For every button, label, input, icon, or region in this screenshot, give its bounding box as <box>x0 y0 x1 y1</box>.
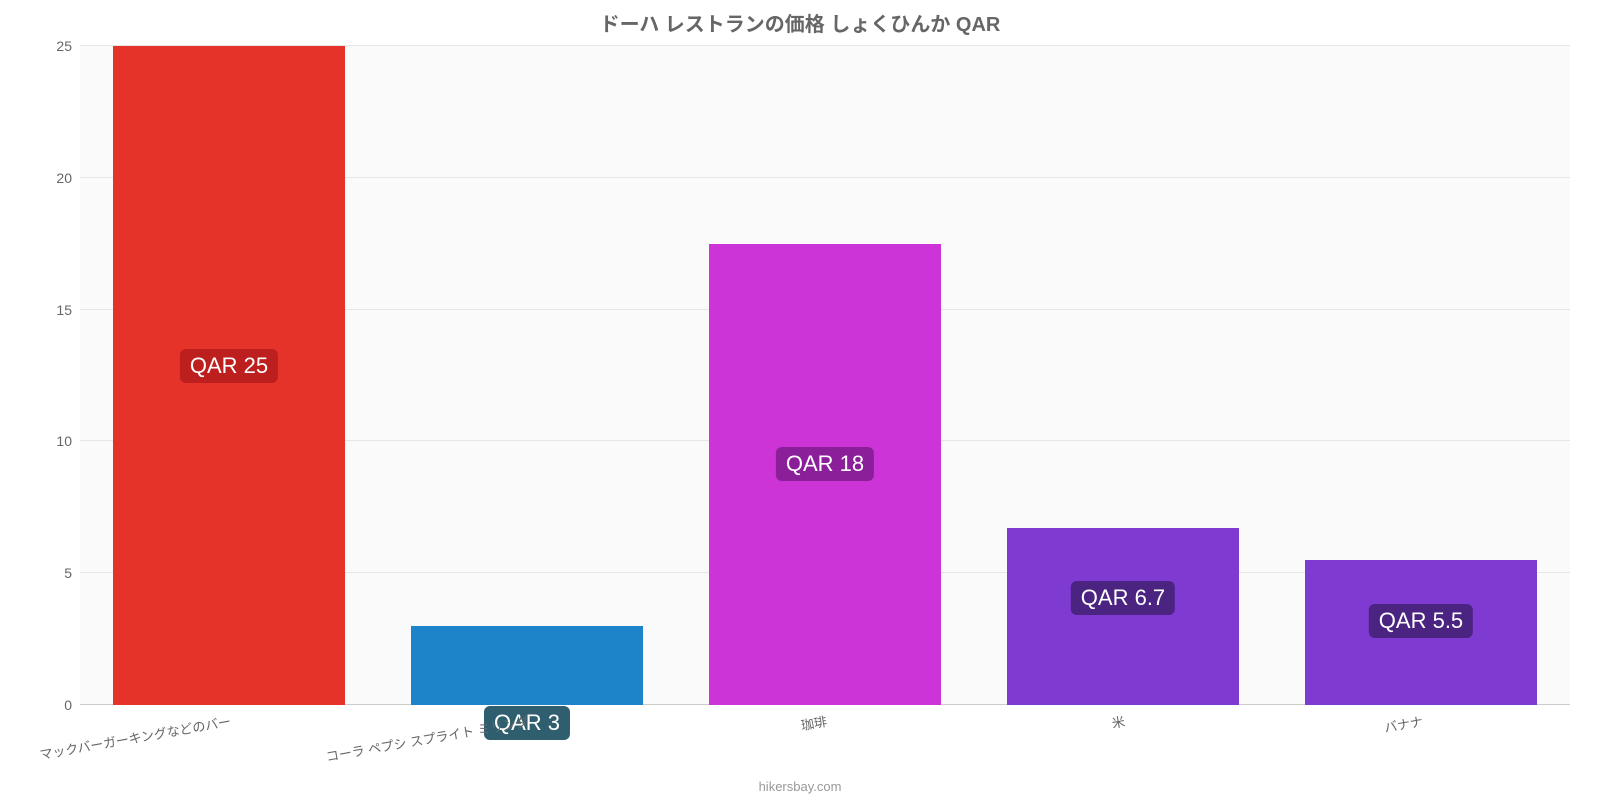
bar: QAR 18 <box>709 244 941 705</box>
chart-title: ドーハ レストランの価格 しょくひんか QAR <box>0 0 1600 37</box>
y-tick-label: 5 <box>64 565 80 581</box>
attribution-text: hikersbay.com <box>0 779 1600 794</box>
y-tick-label: 10 <box>56 433 80 449</box>
bar: QAR 25 <box>113 46 345 705</box>
bar-value-badge: QAR 25 <box>180 349 278 383</box>
x-tick-label: マックバーガーキングなどのバー <box>38 711 232 763</box>
y-tick-label: 15 <box>56 302 80 318</box>
bar: QAR 5.5 <box>1305 560 1537 705</box>
bar-value-badge: QAR 5.5 <box>1369 604 1473 638</box>
bar-value-badge: QAR 18 <box>776 447 874 481</box>
bar: QAR 6.7 <box>1007 528 1239 705</box>
chart-plot-area: 0510152025QAR 25マックバーガーキングなどのバーQAR 3コーラ … <box>80 45 1570 705</box>
y-tick-label: 25 <box>56 38 80 54</box>
x-tick-label: 米 <box>1110 711 1126 732</box>
bar: QAR 3 <box>411 626 643 705</box>
bar-value-badge: QAR 6.7 <box>1071 581 1175 615</box>
plot-surface: 0510152025QAR 25マックバーガーキングなどのバーQAR 3コーラ … <box>80 45 1570 705</box>
y-tick-label: 0 <box>64 697 80 713</box>
x-tick-label: 珈琲 <box>799 711 828 734</box>
x-tick-label: バナナ <box>1383 711 1425 736</box>
y-tick-label: 20 <box>56 170 80 186</box>
